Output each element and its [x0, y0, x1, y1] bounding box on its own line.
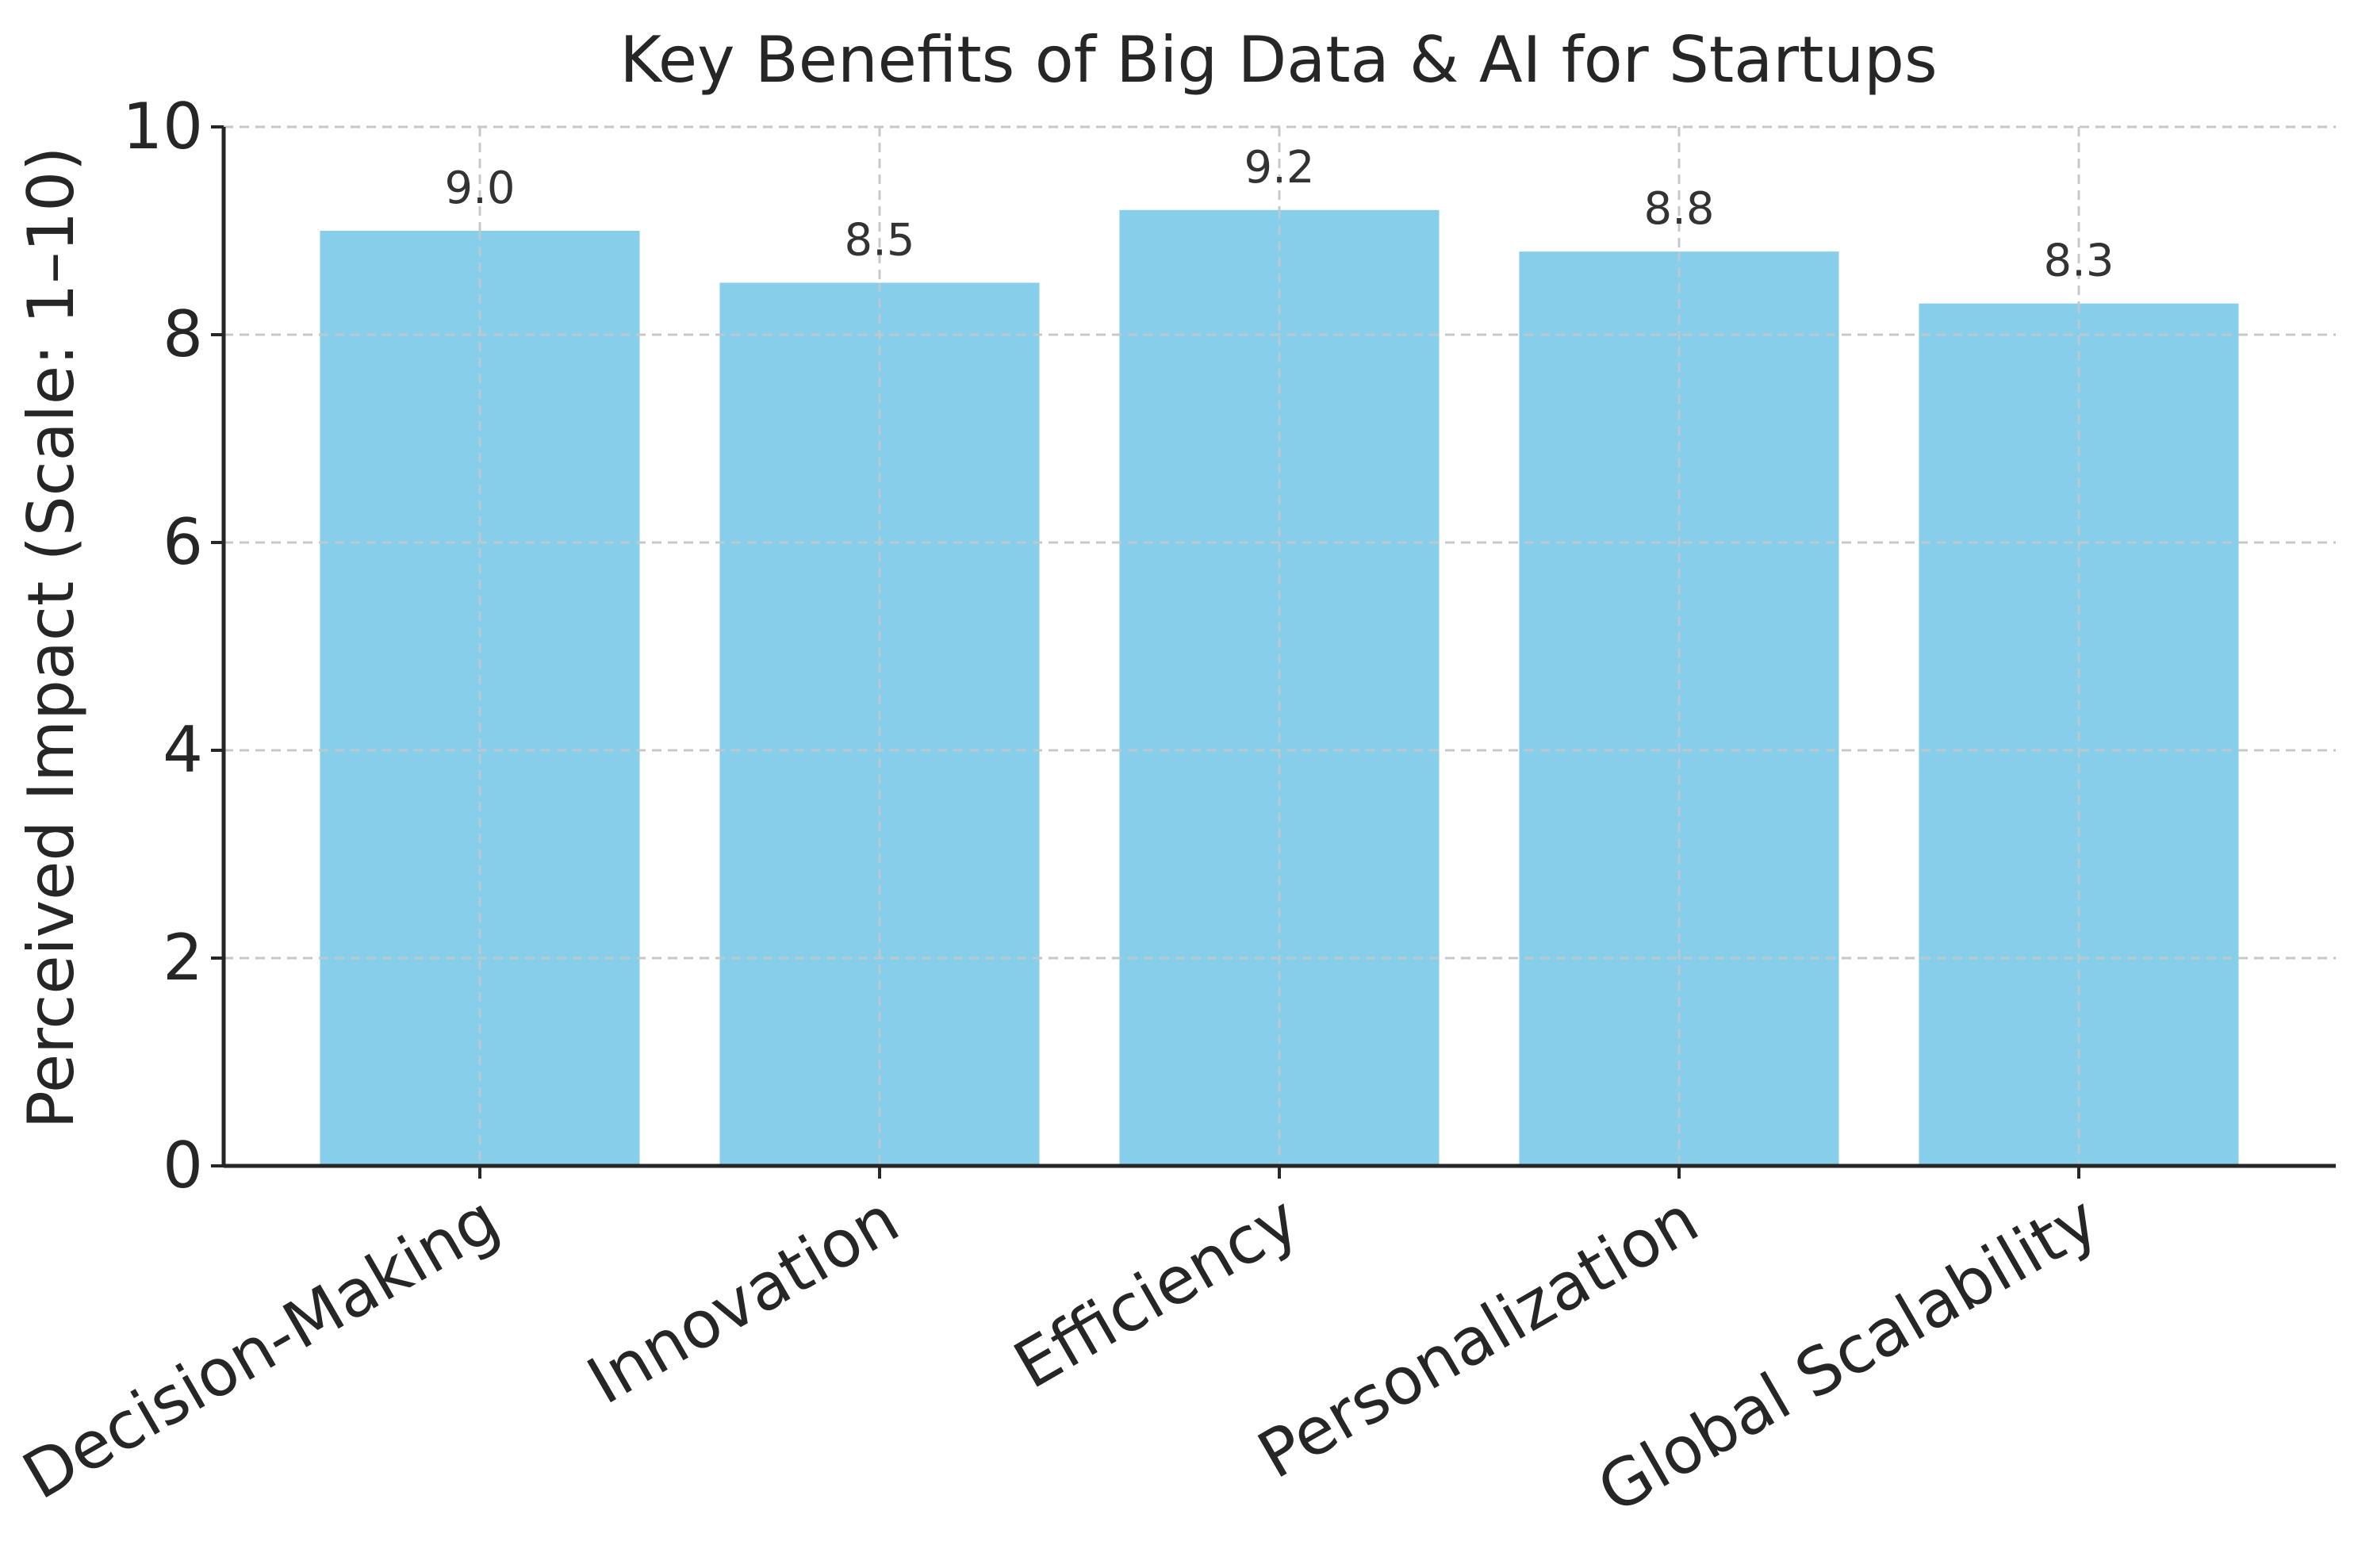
y-tick-label: 8: [163, 297, 203, 371]
x-tick-label: Decision-Making: [11, 1182, 512, 1514]
bar-personalization: [1519, 251, 1839, 1167]
y-tick-label: 6: [163, 505, 203, 579]
chart-title: Key Benefits of Big Data & AI for Startu…: [619, 23, 1937, 97]
y-tick-label: 0: [163, 1129, 203, 1202]
y-tick-label: 4: [163, 713, 203, 787]
data-label: 8.8: [1643, 183, 1714, 235]
data-label: 8.3: [2043, 236, 2114, 287]
y-axis-label: Perceived Impact (Scale: 1–10): [14, 147, 88, 1129]
data-label: 9.2: [1244, 142, 1314, 194]
bars: [224, 125, 2336, 1167]
y-tick-label: 10: [122, 90, 203, 163]
x-tick-label: Innovation: [576, 1182, 911, 1419]
data-labels: 9.0 8.5 9.2 8.8 8.3: [444, 142, 2114, 287]
data-label: 8.5: [844, 215, 914, 266]
x-tick-label: Efficiency: [1002, 1182, 1311, 1404]
data-label: 9.0: [444, 163, 515, 214]
y-tick-label: 2: [163, 921, 203, 995]
